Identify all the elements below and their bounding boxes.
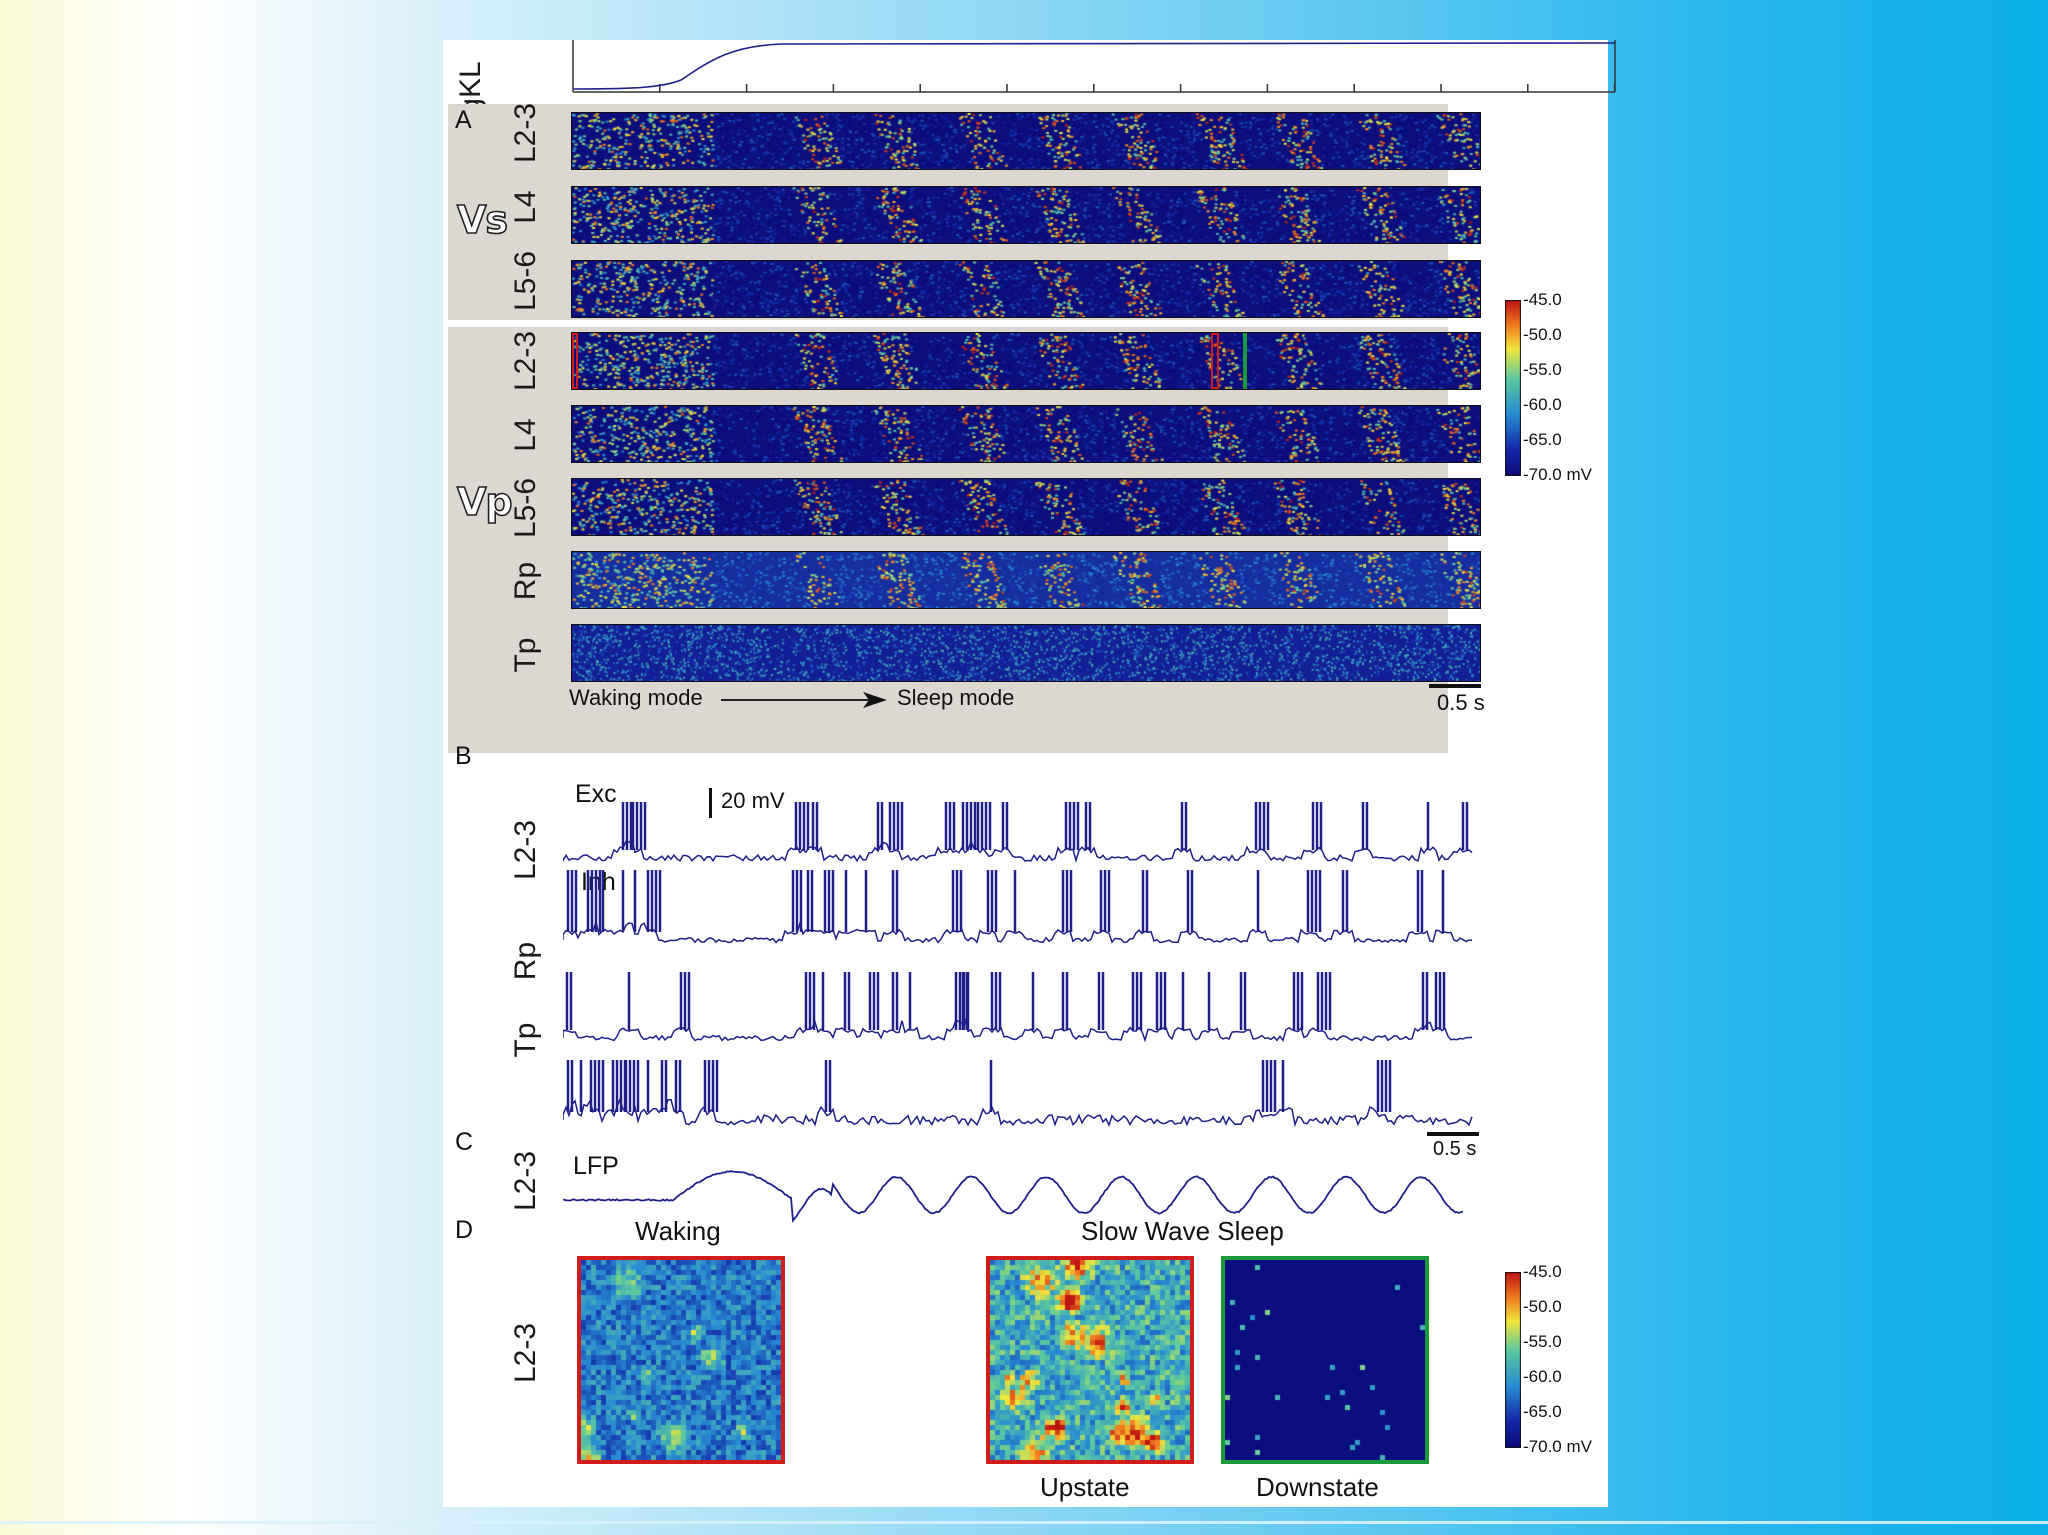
vp-row-label-rp: Rp: [509, 561, 542, 601]
colorbar-tick-label: -60.0: [1523, 395, 1562, 414]
vp-row-label-l2-3: L2-3: [509, 330, 542, 392]
voltage-trace: [563, 838, 1473, 864]
colorbar-tick-label: -55.0: [1523, 360, 1562, 379]
vp-panel-background: [448, 327, 1448, 753]
colorbar-tick-label: -45.0: [1523, 290, 1562, 309]
voltage-trace: [563, 1097, 1473, 1128]
slide-bottom-line: [0, 1521, 2048, 1524]
vs-row-label-l4: L4: [509, 190, 542, 224]
panel-d-letter: D: [455, 1216, 474, 1244]
vs-group-label: Vs: [456, 197, 509, 243]
time-scale-label-c: 0.5 s: [1433, 1138, 1477, 1160]
raster-vp-l5-6: [571, 478, 1481, 536]
raster-vp-l2-3: [571, 332, 1481, 390]
panel-b-row-label-rp: Rp: [509, 941, 542, 981]
voltage-scale-label: 20 mV: [721, 788, 785, 813]
colorbar-tick-label: -45.0: [1523, 1262, 1562, 1281]
colorbar-tick-label: -50.0: [1523, 1297, 1562, 1316]
scientific-figure: gKL A Vs Vp L2-3 L4 L5-6 L2-3 L4 L5-6 Rp…: [443, 40, 1616, 1507]
colorbar-tick-label: -55.0: [1523, 1332, 1562, 1351]
vs-row-label-l2-3: L2-3: [509, 102, 542, 164]
panel-c-letter: C: [455, 1128, 474, 1156]
raster-vp-tp: [571, 624, 1481, 682]
gkl-trace: [572, 40, 1616, 93]
colorbar-tick-label: -70.0 mV: [1523, 1437, 1592, 1456]
vp-row-label-tp: Tp: [509, 637, 542, 673]
voltage-trace: [563, 919, 1472, 944]
voltage-scale-bar: [709, 788, 712, 818]
waking-map: [577, 1256, 785, 1464]
colorbar-tick-label: -60.0: [1523, 1367, 1562, 1386]
waking-title: Waking: [635, 1216, 721, 1246]
vs-row-label-l5-6: L5-6: [509, 250, 542, 312]
raster-vs-l2-3: [571, 112, 1481, 170]
panel-c-row-label: L2-3: [509, 1150, 542, 1212]
waking-mode-label: Waking mode: [569, 685, 703, 710]
slow-wave-sleep-title: Slow Wave Sleep: [1081, 1216, 1284, 1246]
upstate-snapshot-marker: [1211, 333, 1219, 389]
vp-row-label-l4: L4: [509, 418, 542, 452]
panel-b-row-label-l2-3: L2-3: [509, 819, 542, 881]
colorbar-tick-label: -65.0: [1523, 430, 1562, 449]
time-scale-bar-a: [1429, 684, 1481, 688]
raster-vs-l5-6: [571, 260, 1481, 318]
panel-b-voltage-traces: [563, 802, 1473, 1128]
voltage-trace: [563, 1018, 1473, 1043]
lfp-label: LFP: [573, 1152, 619, 1180]
time-scale-bar-c: [1427, 1132, 1479, 1136]
vp-group-label: Vp: [456, 479, 513, 525]
upstate-label: Upstate: [1040, 1472, 1130, 1502]
time-scale-label-a: 0.5 s: [1437, 690, 1485, 715]
colorbar-panel-a: [1505, 300, 1521, 476]
exc-label: Exc: [575, 780, 617, 808]
panel-a-letter: A: [455, 106, 472, 134]
panel-b-letter: B: [455, 742, 472, 770]
panel-d-row-label: L2-3: [509, 1322, 542, 1384]
sleep-mode-label: Sleep mode: [897, 685, 1015, 710]
panel-b-row-label-tp: Tp: [509, 1022, 542, 1058]
mode-arrow: [721, 692, 887, 708]
colorbar-tick-label: -70.0 mV: [1523, 465, 1592, 484]
colorbar-tick-label: -50.0: [1523, 325, 1562, 344]
raster-vp-rp: [571, 551, 1481, 609]
raster-vp-l4: [571, 405, 1481, 463]
colorbar-tick-label: -65.0: [1523, 1402, 1562, 1421]
raster-vs-l4: [571, 186, 1481, 244]
lfp-trace: [563, 1170, 1464, 1223]
downstate-label: Downstate: [1256, 1472, 1379, 1502]
downstate-map: [1221, 1256, 1429, 1464]
upstate-map: [986, 1256, 1194, 1464]
colorbar-panel-d: [1505, 1272, 1521, 1448]
downstate-snapshot-marker: [1243, 333, 1247, 389]
vp-row-label-l5-6: L5-6: [509, 477, 542, 539]
waking-snapshot-marker: [572, 333, 578, 389]
